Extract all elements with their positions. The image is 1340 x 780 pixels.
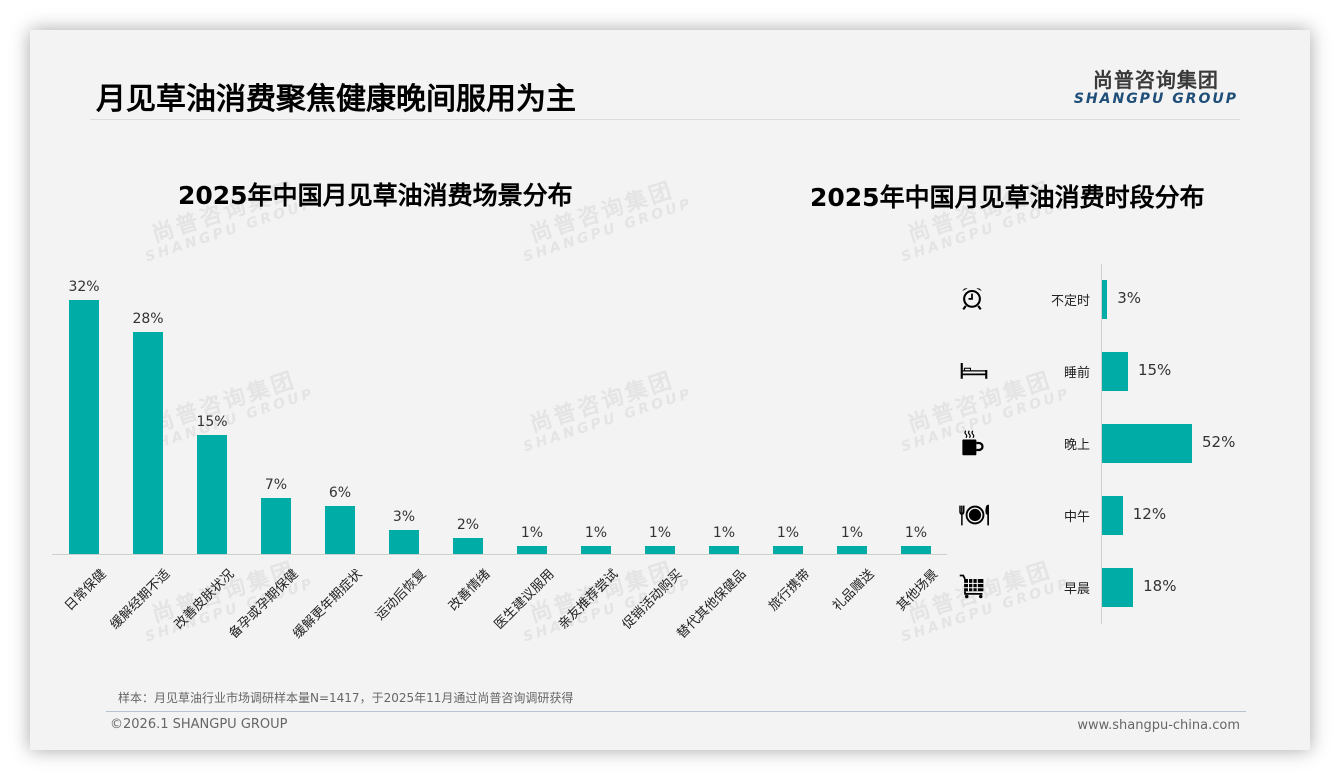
- bar-column: 6%: [308, 260, 372, 554]
- category-label: 中午: [1063, 510, 1090, 525]
- bar-value-label: 6%: [328, 485, 352, 502]
- category-label: 改善皮肤状况: [171, 566, 238, 633]
- bar-value-label: 15%: [196, 413, 228, 430]
- bar: [1102, 352, 1128, 391]
- time-chart-title: 2025年中国月见草油消费时段分布: [810, 183, 1205, 212]
- bar: [709, 546, 739, 554]
- bar: [69, 299, 99, 554]
- bar-value-label: 28%: [132, 310, 164, 327]
- slide: 月见草油消费聚焦健康晚间服用为主 尚普咨询集团 SHANGPU GROUP 尚普…: [30, 30, 1310, 750]
- bar-value-label: 1%: [584, 525, 608, 542]
- bar-value-label: 15%: [1137, 361, 1172, 379]
- bar: [1102, 496, 1123, 535]
- bar: [837, 546, 867, 554]
- bar: [773, 546, 803, 554]
- category-label: 不定时: [1050, 294, 1090, 309]
- category-label: 日常保健: [62, 566, 110, 615]
- shopping-cart-icon: [958, 572, 990, 604]
- bar-value-label: 3%: [392, 509, 416, 526]
- bar-value-label: 52%: [1202, 433, 1236, 451]
- category-label: 运动后恢复: [372, 566, 430, 624]
- bar-value-label: 1%: [904, 525, 928, 542]
- bar-column: 28%: [116, 260, 180, 554]
- bar-column: 1%: [564, 260, 628, 554]
- bar: [581, 546, 611, 554]
- time-row: 不定时 3%: [950, 264, 1270, 336]
- bar-column: 1%: [692, 260, 756, 554]
- bar-value-label: 1%: [776, 525, 800, 542]
- bar-value-label: 1%: [648, 525, 672, 542]
- category-label: 促销活动购买: [619, 566, 686, 633]
- bar-value-label: 32%: [68, 278, 100, 295]
- time-row: 早晨 18%: [950, 552, 1270, 624]
- scene-chart-title: 2025年中国月见草油消费场景分布: [178, 181, 573, 210]
- time-row: 中午 12%: [950, 480, 1270, 552]
- bar-column: 1%: [628, 260, 692, 554]
- category-label: 晚上: [1063, 438, 1090, 453]
- copyright: ©2026.1 SHANGPU GROUP: [110, 717, 288, 732]
- bar-column: 1%: [820, 260, 884, 554]
- time-row: 晚上 52%: [950, 408, 1270, 480]
- category-label: 缓解经期不适: [107, 566, 174, 633]
- bar: [261, 498, 291, 554]
- page-title: 月见草油消费聚焦健康晚间服用为主: [96, 82, 576, 117]
- category-label: 礼品赠送: [830, 566, 878, 615]
- bar: [1102, 424, 1192, 463]
- bar-value-label: 1%: [520, 525, 544, 542]
- bar-value-label: 2%: [456, 517, 480, 534]
- bar: [1102, 568, 1134, 607]
- scene-bar-chart: 32% 日常保健 28% 缓解经期不适 15% 改善皮肤状况 7% 备孕或孕期保健 6% 缓解更年…: [52, 260, 948, 642]
- bar: [901, 546, 931, 554]
- bar: [645, 546, 675, 554]
- y-axis-line: [1101, 264, 1102, 624]
- title-divider: [90, 119, 1240, 120]
- bar-column: 1%: [500, 260, 564, 554]
- bar: [453, 538, 483, 554]
- bar-column: 3%: [372, 260, 436, 554]
- bar-column: 15%: [180, 260, 244, 554]
- bar-value-label: 18%: [1143, 577, 1177, 595]
- hot-coffee-mug-icon: [958, 428, 990, 460]
- bar-column: 32%: [52, 260, 116, 554]
- category-label: 亲友推荐尝试: [555, 566, 622, 633]
- bar-value-label: 7%: [264, 477, 288, 494]
- x-axis-line: [52, 554, 947, 555]
- bar-column: 2%: [436, 260, 500, 554]
- category-label: 改善情绪: [446, 566, 494, 615]
- bar-value-label: 12%: [1132, 505, 1167, 523]
- logo-en: SHANGPU GROUP: [1073, 91, 1238, 107]
- category-label: 旅行携带: [766, 566, 814, 615]
- bar: [389, 530, 419, 554]
- bar: [325, 506, 355, 554]
- category-label: 医生建议服用: [491, 566, 558, 633]
- bar-column: 7%: [244, 260, 308, 554]
- bar: [1102, 280, 1108, 319]
- bed-icon: [958, 356, 990, 388]
- bar: [197, 434, 227, 554]
- category-label: 睡前: [1063, 366, 1090, 381]
- bar: [133, 331, 163, 554]
- category-label: 早晨: [1063, 582, 1090, 597]
- bar-value-label: 3%: [1117, 289, 1141, 307]
- website-link[interactable]: www.shangpu-china.com: [1077, 718, 1240, 733]
- brand-logo: 尚普咨询集团 SHANGPU GROUP: [1074, 64, 1238, 107]
- time-row: 睡前 15%: [950, 336, 1270, 408]
- time-bar-chart: 不定时 3% 睡前 15% 晚上 52% 中午 12% 早晨 18%: [950, 260, 1270, 660]
- sample-note: 样本：月见草油行业市场调研样本量N=1417，于2025年11月通过尚普咨询调研…: [118, 691, 574, 705]
- bar-column: 1%: [756, 260, 820, 554]
- bar-value-label: 1%: [712, 525, 736, 542]
- footer-divider: [106, 711, 1246, 712]
- bar-column: 1%: [884, 260, 948, 554]
- category-label: 其他场景: [894, 566, 942, 615]
- plate-cutlery-icon: [958, 500, 990, 532]
- alarm-clock-icon: [958, 284, 990, 316]
- logo-cn: 尚普咨询集团: [1092, 68, 1219, 92]
- bar-value-label: 1%: [840, 525, 864, 542]
- bar: [517, 546, 547, 554]
